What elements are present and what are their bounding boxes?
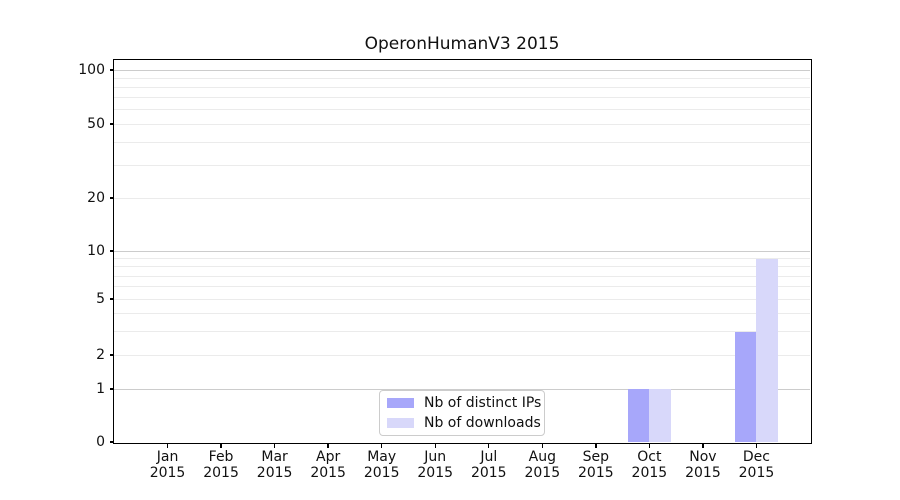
legend-label-distinct-ips: Nb of distinct IPs bbox=[424, 394, 542, 411]
x-tick bbox=[434, 443, 436, 448]
legend: Nb of distinct IPs Nb of downloads bbox=[379, 390, 545, 436]
x-tick bbox=[273, 443, 276, 448]
x-tick-label: Oct 2015 bbox=[631, 449, 668, 481]
x-tick-label: Jan 2015 bbox=[149, 449, 186, 481]
gridline-minor bbox=[114, 258, 810, 260]
y-tick-label: 2 bbox=[96, 347, 105, 363]
y-tick-label: 0 bbox=[96, 434, 105, 450]
gridline-minor bbox=[114, 331, 810, 333]
gridline-minor bbox=[114, 286, 810, 288]
gridline-minor bbox=[114, 313, 810, 315]
y-tick-label: 50 bbox=[87, 116, 105, 132]
gridline-minor bbox=[114, 97, 810, 99]
y-tick bbox=[109, 441, 114, 443]
x-tick bbox=[595, 443, 597, 448]
x-tick-label: Nov 2015 bbox=[685, 449, 721, 481]
y-tick bbox=[109, 69, 114, 71]
y-tick bbox=[109, 123, 114, 125]
gridline-major bbox=[114, 298, 810, 300]
gridline-major bbox=[114, 354, 810, 356]
x-tick-label: Jun 2015 bbox=[417, 449, 454, 481]
gridline-minor bbox=[114, 86, 810, 88]
x-tick-label: Mar 2015 bbox=[256, 449, 293, 481]
x-tick bbox=[220, 443, 222, 448]
x-tick-label: Dec 2015 bbox=[738, 449, 775, 481]
y-tick-label: 20 bbox=[87, 190, 105, 206]
x-tick-label: Aug 2015 bbox=[524, 449, 561, 481]
x-tick-label: Jul 2015 bbox=[470, 449, 507, 481]
x-tick bbox=[648, 443, 651, 448]
x-tick bbox=[702, 443, 704, 448]
x-tick bbox=[541, 443, 543, 448]
x-tick-label: May 2015 bbox=[363, 449, 400, 481]
bar-downloads bbox=[756, 258, 778, 442]
bar-distinct-ips bbox=[627, 389, 650, 442]
gridline-minor bbox=[114, 141, 810, 143]
y-tick-label: 1 bbox=[96, 381, 105, 397]
legend-item-downloads: Nb of downloads bbox=[387, 415, 541, 432]
x-tick bbox=[166, 443, 169, 448]
x-tick bbox=[327, 443, 329, 448]
y-tick bbox=[109, 250, 114, 252]
gridline-minor bbox=[114, 266, 810, 268]
x-tick bbox=[380, 443, 383, 448]
x-tick-label: Sep 2015 bbox=[578, 449, 614, 481]
y-tick bbox=[109, 388, 114, 390]
gridline-minor bbox=[114, 165, 810, 167]
x-tick bbox=[755, 443, 758, 448]
gridline-minor bbox=[114, 77, 810, 79]
bar-downloads bbox=[649, 389, 671, 442]
x-tick bbox=[488, 443, 490, 448]
y-tick bbox=[109, 354, 114, 356]
gridline-major bbox=[114, 388, 810, 390]
legend-swatch-distinct-ips bbox=[387, 398, 414, 408]
gridline-major bbox=[114, 123, 810, 125]
bar-distinct-ips bbox=[735, 331, 757, 442]
y-tick-label: 5 bbox=[96, 291, 105, 307]
x-tick-label: Feb 2015 bbox=[203, 449, 239, 481]
gridline-minor bbox=[114, 275, 810, 277]
y-tick bbox=[109, 298, 114, 300]
legend-item-distinct-ips: Nb of distinct IPs bbox=[387, 395, 541, 412]
x-tick-label: Apr 2015 bbox=[310, 449, 346, 481]
gridline-major bbox=[114, 197, 810, 199]
chart-title: OperonHumanV3 2015 bbox=[364, 34, 560, 54]
legend-label-downloads: Nb of downloads bbox=[424, 414, 541, 431]
y-tick bbox=[109, 197, 114, 199]
y-tick-label: 100 bbox=[78, 62, 105, 78]
gridline-minor bbox=[114, 109, 810, 111]
gridline-major bbox=[114, 69, 810, 71]
gridline-major bbox=[114, 250, 810, 252]
y-tick-label: 10 bbox=[87, 243, 105, 259]
legend-swatch-downloads bbox=[387, 418, 414, 428]
